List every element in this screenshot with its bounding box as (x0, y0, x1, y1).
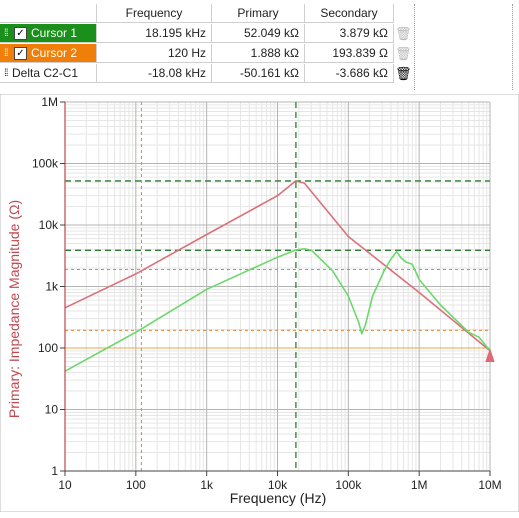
x-tick-label: 1M (411, 478, 428, 492)
x-tick-label: 1k (200, 478, 214, 492)
trash-icon[interactable]: 🗑 (395, 26, 412, 41)
cursor-1-primary: 52.049 kΩ (212, 24, 305, 43)
header-primary[interactable]: Primary (212, 4, 305, 23)
drag-handle-icon[interactable]: ⁞⁞ (4, 48, 9, 59)
x-tick-label: 10 (58, 478, 72, 492)
cursor-2-name-cell[interactable]: ⁞⁞ ✓ Cursor 2 (0, 44, 97, 63)
y-tick-label: 100 (38, 341, 58, 355)
drag-handle-icon[interactable]: ⁞⁞ (4, 28, 9, 39)
table-row-delta: ⁞⁞ Delta C2-C1 -18.08 kHz -50.161 kΩ -3.6… (0, 64, 413, 84)
cursor-1-frequency: 18.195 kHz (97, 24, 212, 43)
x-tick-labels: 10 100 1k 10k 100k 1M 10M (58, 471, 502, 492)
cursor-table: Frequency Primary Secondary ⁞⁞ ✓ Cursor 1 … (0, 4, 513, 90)
series-line-1 (64, 180, 491, 352)
cursor-2-primary: 1.888 kΩ (212, 44, 305, 63)
header-secondary[interactable]: Secondary (305, 4, 394, 23)
y-tick-label: 1M (41, 95, 58, 109)
delta-primary: -50.161 kΩ (212, 64, 305, 83)
table-row-cursor-2: ⁞⁞ ✓ Cursor 2 120 Hz 1.888 kΩ 193.839 Ω 🗑 (0, 44, 413, 64)
cursor-2-label: Cursor 2 (31, 46, 78, 60)
table-header-row: Frequency Primary Secondary (0, 4, 413, 24)
cursor-2-secondary: 193.839 Ω (305, 44, 394, 63)
delta-frequency: -18.08 kHz (97, 64, 212, 83)
cursor-1-checkbox[interactable]: ✓ (14, 27, 27, 40)
drag-handle-icon[interactable]: ⁞⁞ (4, 68, 9, 79)
cursor-lines[interactable] (65, 102, 490, 471)
cursor-1-secondary: 3.879 kΩ (305, 24, 394, 43)
x-tick-label: 100 (126, 478, 146, 492)
y-tick-labels: 1 10 100 1k 10k 100k 1M (32, 95, 65, 478)
table-divider (512, 4, 513, 90)
x-tick-label: 10k (268, 478, 288, 492)
cursor-2-checkbox[interactable]: ✓ (14, 47, 27, 60)
y-tick-label: 10 (45, 403, 59, 417)
cursor-2-frequency: 120 Hz (97, 44, 212, 63)
y-tick-label: 10k (39, 218, 59, 232)
delta-secondary: -3.686 kΩ (305, 64, 394, 83)
y-tick-label: 1 (51, 464, 58, 478)
delta-name-cell[interactable]: ⁞⁞ Delta C2-C1 (0, 64, 97, 83)
y-tick-label: 1k (45, 280, 59, 294)
x-axis-label: Frequency (Hz) (230, 490, 326, 506)
header-frequency[interactable]: Frequency (97, 4, 212, 23)
cursor-1-label: Cursor 1 (31, 26, 78, 40)
series-group (64, 180, 495, 372)
table-row-cursor-1: ⁞⁞ ✓ Cursor 1 18.195 kHz 52.049 kΩ 3.879 k… (0, 24, 413, 44)
x-tick-label: 100k (335, 478, 362, 492)
trash-icon[interactable]: 🗑 (395, 46, 412, 61)
delta-label: Delta C2-C1 (12, 66, 79, 80)
series-line-2 (64, 248, 491, 372)
header-spacer (0, 4, 97, 23)
table-divider (414, 4, 415, 90)
y-tick-label: 100k (32, 157, 59, 171)
y-axis-label: Primary: Impedance Magnitude (Ω) (6, 200, 22, 418)
cursor-1-name-cell[interactable]: ⁞⁞ ✓ Cursor 1 (0, 24, 97, 43)
x-tick-label: 10M (478, 478, 501, 492)
cursor-marker (485, 347, 495, 363)
trash-icon[interactable]: 🗑 (395, 66, 412, 81)
